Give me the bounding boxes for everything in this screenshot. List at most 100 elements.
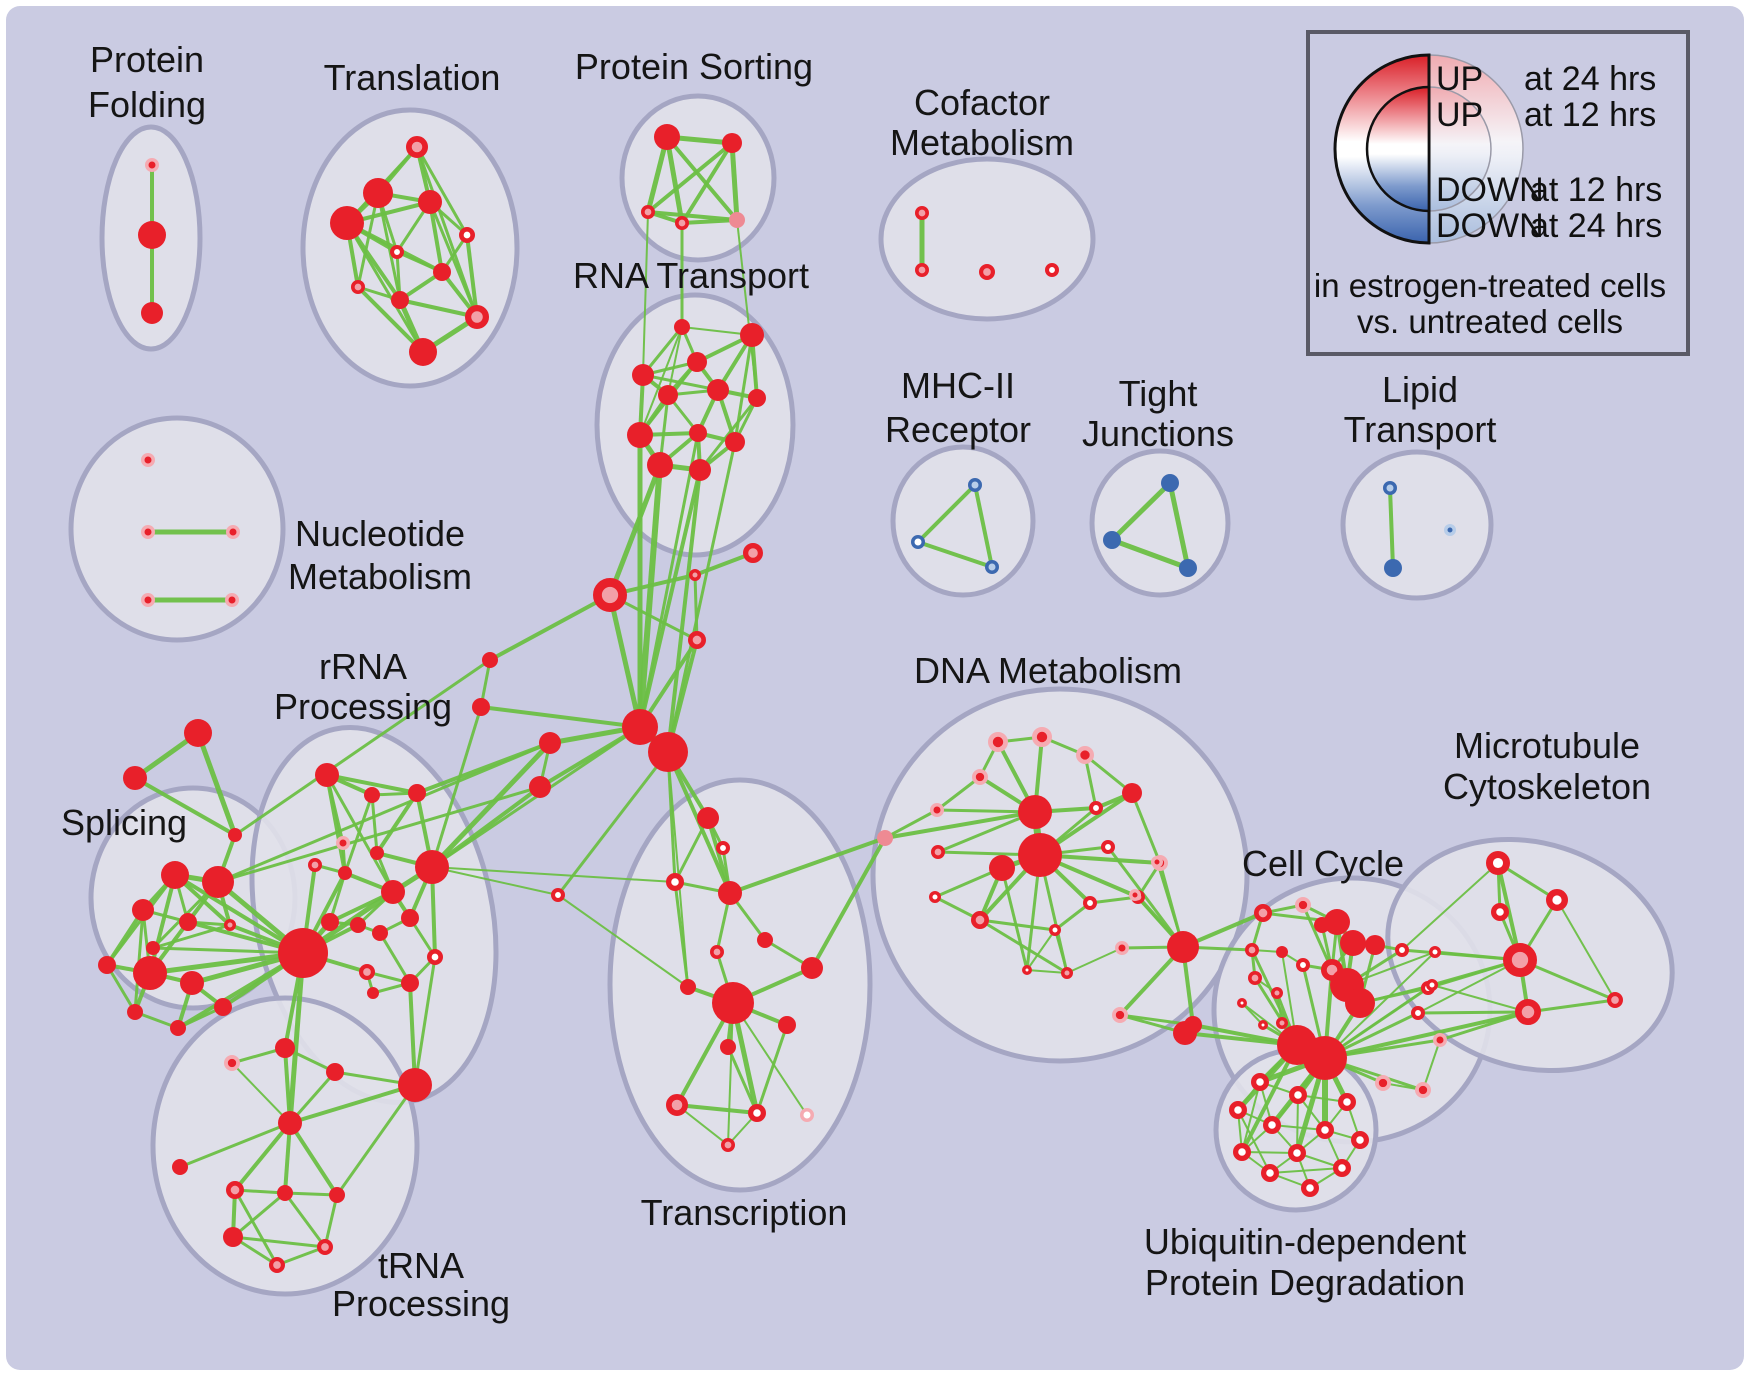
network-node (1247, 971, 1262, 986)
network-node (1101, 840, 1116, 855)
cluster-label-splicing: Splicing (61, 802, 187, 843)
network-node (729, 212, 745, 228)
network-edge (698, 397, 759, 471)
network-node (721, 1137, 736, 1152)
network-node (277, 1185, 293, 1201)
cluster-label-ubiquitin-degradation: Ubiquitin-dependent (1144, 1221, 1466, 1262)
network-node (1122, 783, 1142, 803)
network-edge (979, 918, 1068, 975)
network-node (1340, 930, 1366, 956)
network-node (877, 830, 893, 846)
network-node (968, 478, 982, 492)
network-edge (276, 1245, 326, 1267)
network-edge (673, 817, 710, 883)
network-node (675, 216, 690, 231)
network-node (123, 766, 147, 790)
network-node (710, 945, 725, 960)
legend-border (1306, 30, 1690, 356)
network-edge (729, 836, 886, 895)
network-node (988, 732, 1009, 753)
network-node (401, 909, 419, 927)
network-node (127, 1004, 143, 1020)
network-node (1332, 1158, 1351, 1177)
network-edge (607, 594, 643, 728)
network-edge (323, 1194, 339, 1248)
network-node (985, 560, 999, 574)
network-edge (105, 964, 137, 1013)
network-node (1244, 943, 1259, 958)
network-node (658, 385, 678, 405)
network-edge (1269, 1167, 1343, 1174)
network-edge (283, 1192, 327, 1248)
network-node (1383, 481, 1397, 495)
network-edge (979, 918, 1056, 932)
network-edge (284, 1191, 338, 1197)
network-edge (680, 141, 734, 225)
network-edge (755, 1024, 789, 1114)
network-edge (1000, 867, 1029, 971)
network-node (1350, 1130, 1369, 1149)
network-edge (1111, 537, 1189, 571)
network-edge (681, 218, 738, 225)
network-edge (480, 705, 641, 729)
network-edge (335, 1084, 417, 1196)
network-edge (413, 956, 437, 1086)
cluster-ellipse-lipid-transport (1340, 449, 1494, 601)
cluster-label-cofactor-metabolism: Metabolism (890, 122, 1074, 163)
network-node (179, 913, 197, 931)
network-node (329, 1187, 345, 1203)
network-edge (152, 946, 304, 955)
network-node (372, 925, 388, 941)
network-edge (1167, 482, 1191, 569)
cluster-ellipse-tight-junctions (1089, 448, 1231, 598)
network-node (363, 178, 393, 208)
network-edge (556, 751, 670, 896)
network-node (971, 911, 990, 930)
network-node (1228, 1100, 1247, 1119)
network-node (930, 803, 944, 817)
network-node (1167, 931, 1199, 963)
network-edge (1083, 754, 1098, 809)
network-node (415, 850, 449, 884)
cluster-ellipse-nucleotide-metabolism (68, 415, 286, 643)
cluster-label-protein-sorting: Protein Sorting (575, 46, 813, 87)
network-node (141, 302, 163, 324)
network-edge (378, 932, 412, 984)
cluster-label-microtubule-cytoskeleton: Microtubule (1454, 725, 1640, 766)
network-node (740, 323, 764, 347)
network-node (1296, 958, 1311, 973)
network-edge (1401, 862, 1499, 951)
network-node (1606, 992, 1623, 1009)
network-edge (676, 1103, 758, 1115)
network-edge (729, 142, 740, 221)
network-node (401, 974, 419, 992)
network-edge (326, 773, 418, 795)
cluster-label-trna-processing: tRNA (378, 1245, 464, 1286)
network-node (1271, 987, 1283, 999)
network-node (1303, 1036, 1347, 1080)
network-node (688, 631, 707, 650)
network-edge (430, 706, 483, 868)
network-node (132, 899, 154, 921)
network-node (539, 732, 561, 754)
network-edge (607, 464, 663, 596)
network-node (351, 280, 366, 295)
network-edge (810, 837, 887, 969)
network-node (1112, 1006, 1129, 1023)
network-edge (1439, 1010, 1529, 1042)
network-edge (195, 732, 238, 836)
network-edge (431, 866, 676, 883)
network-node (1018, 795, 1052, 829)
network-node (915, 206, 930, 221)
network-edge (1106, 846, 1185, 948)
network-node (680, 979, 696, 995)
network-node (748, 389, 766, 407)
network-node (1161, 474, 1179, 492)
network-node (989, 855, 1015, 881)
network-node (1395, 943, 1410, 958)
network-node (1315, 1120, 1334, 1139)
network-node (674, 319, 690, 335)
network-node (389, 244, 404, 259)
cluster-label-rna-transport: RNA Transport (573, 255, 809, 296)
